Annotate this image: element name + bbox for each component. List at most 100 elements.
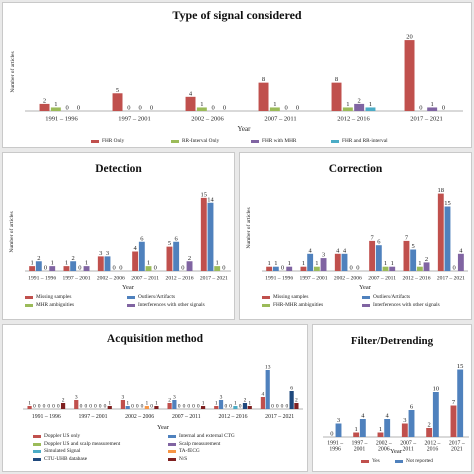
x-tick-label: 2002 –2006 bbox=[376, 440, 392, 452]
legend-swatch bbox=[171, 139, 179, 143]
legend-item: Outliers/Artifacts bbox=[127, 293, 229, 301]
bar bbox=[214, 406, 219, 409]
data-label: 2 bbox=[358, 97, 361, 104]
data-label: 0 bbox=[43, 404, 46, 410]
data-label: 0 bbox=[330, 431, 333, 438]
legend-label: Internal and external CTG bbox=[179, 433, 235, 439]
legend-swatch bbox=[362, 303, 370, 307]
data-label: 2 bbox=[425, 256, 428, 263]
data-label: 1 bbox=[126, 401, 129, 407]
data-label: 1 bbox=[288, 260, 291, 267]
legend-item: MHR ambiguities bbox=[25, 301, 127, 309]
bar bbox=[144, 406, 149, 409]
data-label: 8 bbox=[335, 76, 338, 83]
bar bbox=[403, 240, 410, 271]
legend-item: Doppler US and scalp measurement bbox=[33, 441, 168, 449]
legend-item: Interferences with other signals bbox=[127, 301, 234, 309]
legend-label: Outliers/Artifacts bbox=[138, 294, 176, 300]
x-tick-label: 1991 – 1996 bbox=[32, 414, 61, 420]
bar bbox=[125, 406, 130, 409]
data-label: 0 bbox=[224, 404, 227, 410]
panel-filter: Filter/Detrending 0 3 1991 –1996 1 4 1997 –20… bbox=[312, 324, 472, 472]
data-label: 15 bbox=[201, 191, 208, 198]
bar bbox=[342, 107, 353, 111]
bar bbox=[423, 262, 430, 271]
legend-label: RR-Interval Only bbox=[182, 138, 220, 144]
data-label: 1 bbox=[28, 401, 31, 407]
data-label: 0 bbox=[223, 105, 226, 112]
bar bbox=[207, 202, 214, 271]
legend-swatch bbox=[395, 459, 403, 463]
bar bbox=[200, 406, 206, 409]
bar bbox=[258, 82, 269, 111]
data-label: 1 bbox=[369, 101, 372, 108]
data-label: 0 bbox=[104, 404, 107, 410]
data-label: 2 bbox=[72, 255, 75, 262]
bar bbox=[286, 266, 293, 271]
legend-swatch bbox=[262, 295, 270, 299]
bar bbox=[186, 261, 193, 271]
legend-swatch bbox=[33, 450, 41, 454]
legend-item: Interferences with other signals bbox=[362, 301, 470, 309]
data-label: 1 bbox=[355, 426, 358, 433]
bar bbox=[426, 428, 433, 437]
bar bbox=[107, 406, 112, 409]
legend-label: Interferences with other signals bbox=[138, 302, 205, 308]
data-label: 2 bbox=[428, 422, 431, 429]
bar bbox=[416, 266, 423, 271]
bar bbox=[218, 400, 224, 409]
x-tick-label: 2012 – 2016 bbox=[403, 276, 431, 282]
data-label: 1 bbox=[384, 260, 387, 267]
data-label: 1 bbox=[65, 260, 68, 267]
bar bbox=[354, 103, 365, 111]
data-label: 0 bbox=[38, 404, 41, 410]
data-label: 1 bbox=[391, 260, 394, 267]
chart-title-correction: Correction bbox=[328, 163, 383, 175]
data-label: 0 bbox=[113, 265, 116, 272]
x-tick-label: 2017 – 2021 bbox=[200, 276, 228, 282]
bar bbox=[272, 266, 279, 271]
x-axis-label: Year bbox=[359, 284, 372, 291]
data-label: 4 bbox=[343, 247, 347, 254]
data-label: 0 bbox=[197, 404, 200, 410]
legend-item: Doppler US only bbox=[33, 433, 168, 441]
panel-correction: Correction 1 1 0 1 1991 – 1996 1 4 1 3 1997 – 200… bbox=[239, 152, 472, 320]
data-label: 0 bbox=[281, 265, 284, 272]
x-tick-label: 2017 – 2021 bbox=[410, 116, 443, 123]
bar bbox=[313, 266, 320, 271]
legend-item: Missing samples bbox=[262, 293, 362, 301]
legend-swatch bbox=[168, 435, 176, 439]
bar bbox=[196, 107, 207, 111]
legend-item: RR-Interval Only bbox=[171, 137, 251, 145]
data-label: 1 bbox=[54, 101, 57, 108]
bar bbox=[331, 82, 342, 111]
bar bbox=[375, 245, 382, 271]
data-label: 2 bbox=[244, 398, 247, 404]
bar bbox=[260, 397, 266, 409]
bar bbox=[39, 103, 50, 111]
data-label: 4 bbox=[262, 392, 265, 398]
bar bbox=[377, 432, 384, 437]
legend-label: Outliers/Artifacts bbox=[373, 294, 411, 300]
data-label: 0 bbox=[150, 105, 153, 112]
bar bbox=[83, 266, 90, 271]
bar bbox=[29, 266, 36, 271]
data-label: 13 bbox=[265, 365, 271, 371]
x-tick-label: 2017 – 2021 bbox=[437, 276, 465, 282]
data-label: 2 bbox=[37, 255, 40, 262]
data-label: 0 bbox=[285, 105, 288, 112]
data-label: 4 bbox=[386, 413, 390, 420]
bar bbox=[401, 423, 408, 437]
data-label: 0 bbox=[276, 404, 279, 410]
data-label: 1 bbox=[267, 260, 270, 267]
legend-swatch bbox=[33, 457, 41, 461]
bar bbox=[289, 391, 294, 409]
data-label: 1 bbox=[147, 260, 150, 267]
data-label: 5 bbox=[168, 240, 171, 247]
data-label: 14 bbox=[207, 196, 214, 203]
x-tick-label: 2002 – 2006 bbox=[125, 414, 154, 420]
bar bbox=[341, 253, 348, 271]
bar bbox=[233, 406, 238, 409]
